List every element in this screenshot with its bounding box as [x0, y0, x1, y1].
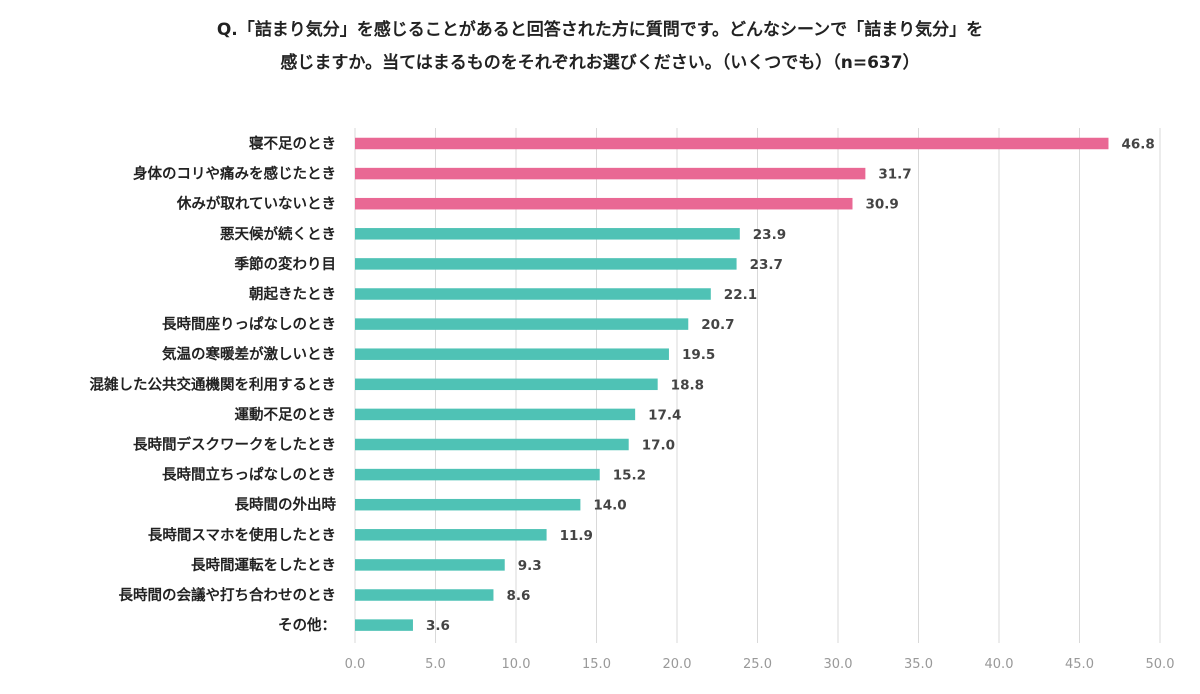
bar [355, 348, 669, 360]
value-label: 18.8 [671, 377, 704, 393]
x-tick-label: 25.0 [743, 657, 772, 672]
x-tick-label: 0.0 [345, 657, 366, 672]
x-tick-label: 40.0 [985, 657, 1014, 672]
bar [355, 408, 636, 421]
category-label: 休みが取れていないとき [176, 195, 336, 213]
category-label: 長時間立ちっぱなしのとき [162, 466, 336, 484]
category-label: 長時間運転をしたとき [191, 557, 336, 574]
value-label: 20.7 [701, 317, 734, 333]
category-label: 混雑した公共交通機関を利用するとき [90, 375, 337, 393]
value-label: 17.0 [642, 438, 675, 454]
x-tick-label: 5.0 [425, 657, 446, 672]
x-tick-labels: 0.0 5.0 10.0 15.0 20.0 25.0 30.0 35.0 40.0 45.0 50… [345, 657, 1175, 672]
value-label: 17.4 [648, 407, 681, 423]
bar [355, 137, 1109, 150]
chart-title: Q.「詰まり気分」を感じることがあると回答された方に質問です。どんなシーンで「詰… [0, 14, 1200, 80]
category-label: 気温の寒暖差が激しいとき [162, 345, 336, 363]
bar [355, 258, 737, 270]
bar [355, 228, 740, 240]
gridlines [354, 128, 1161, 643]
x-tick-label: 30.0 [824, 657, 853, 672]
category-label: 寝不足のとき [249, 135, 336, 153]
x-tick-label: 20.0 [663, 657, 692, 672]
category-label: 季節の変わり目 [235, 255, 337, 273]
value-label: 46.8 [1121, 137, 1154, 153]
value-label: 11.9 [560, 528, 593, 544]
category-label: 悪天候が続くとき [220, 225, 336, 243]
value-label: 3.6 [426, 618, 450, 634]
category-label: 長時間座りっぱなしのとき [162, 315, 336, 333]
value-label: 31.7 [878, 167, 911, 183]
bar [355, 438, 629, 451]
x-tick-label: 50.0 [1146, 657, 1175, 672]
value-label: 30.9 [865, 197, 898, 213]
bar [355, 378, 658, 391]
category-labels: 寝不足のとき身体のコリや痛みを感じたとき休みが取れていないとき悪天候が続くとき季… [90, 135, 337, 635]
bars [355, 137, 1109, 631]
category-label: 朝起きたとき [249, 286, 336, 303]
category-label: 長時間の会議や打ち合わせのとき [119, 586, 337, 604]
value-label: 14.0 [593, 498, 626, 514]
x-tick-label: 35.0 [904, 657, 933, 672]
bar [355, 167, 866, 180]
category-label: 身体のコリや痛みを感じたとき [133, 165, 336, 183]
x-tick-label: 10.0 [502, 657, 531, 672]
value-label: 23.9 [753, 227, 786, 243]
category-label: その他： [278, 616, 336, 634]
x-tick-label: 15.0 [582, 657, 611, 672]
category-label: 長時間の外出時 [235, 496, 337, 514]
x-tick-label: 45.0 [1065, 657, 1094, 672]
chart-title-line-2: 感じますか。当てはまるものをそれぞれお選びください。（いくつでも）（n=637） [280, 53, 920, 73]
category-label: 運動不足のとき [235, 406, 337, 423]
value-labels: 46.8 31.7 30.9 23.9 23.7 22.1 20.7 19.5 18.8 17.4… [426, 137, 1155, 635]
value-label: 19.5 [682, 347, 715, 363]
bar [355, 197, 853, 210]
category-label: 長時間スマホを使用したとき [148, 526, 336, 544]
value-label: 9.3 [518, 558, 542, 574]
bar [355, 529, 547, 541]
value-label: 8.6 [506, 588, 530, 604]
bar [355, 619, 413, 631]
bar [355, 559, 505, 571]
chart-title-line-1: Q.「詰まり気分」を感じることがあると回答された方に質問です。どんなシーンで「詰… [216, 20, 984, 40]
bar [355, 498, 581, 511]
bar [355, 468, 600, 481]
bar [355, 318, 689, 330]
category-label: 長時間デスクワークをしたとき [133, 436, 336, 454]
bar [355, 288, 711, 300]
value-label: 22.1 [724, 287, 757, 303]
value-label: 15.2 [613, 468, 646, 484]
value-label: 23.7 [750, 257, 783, 273]
bar [355, 589, 494, 601]
